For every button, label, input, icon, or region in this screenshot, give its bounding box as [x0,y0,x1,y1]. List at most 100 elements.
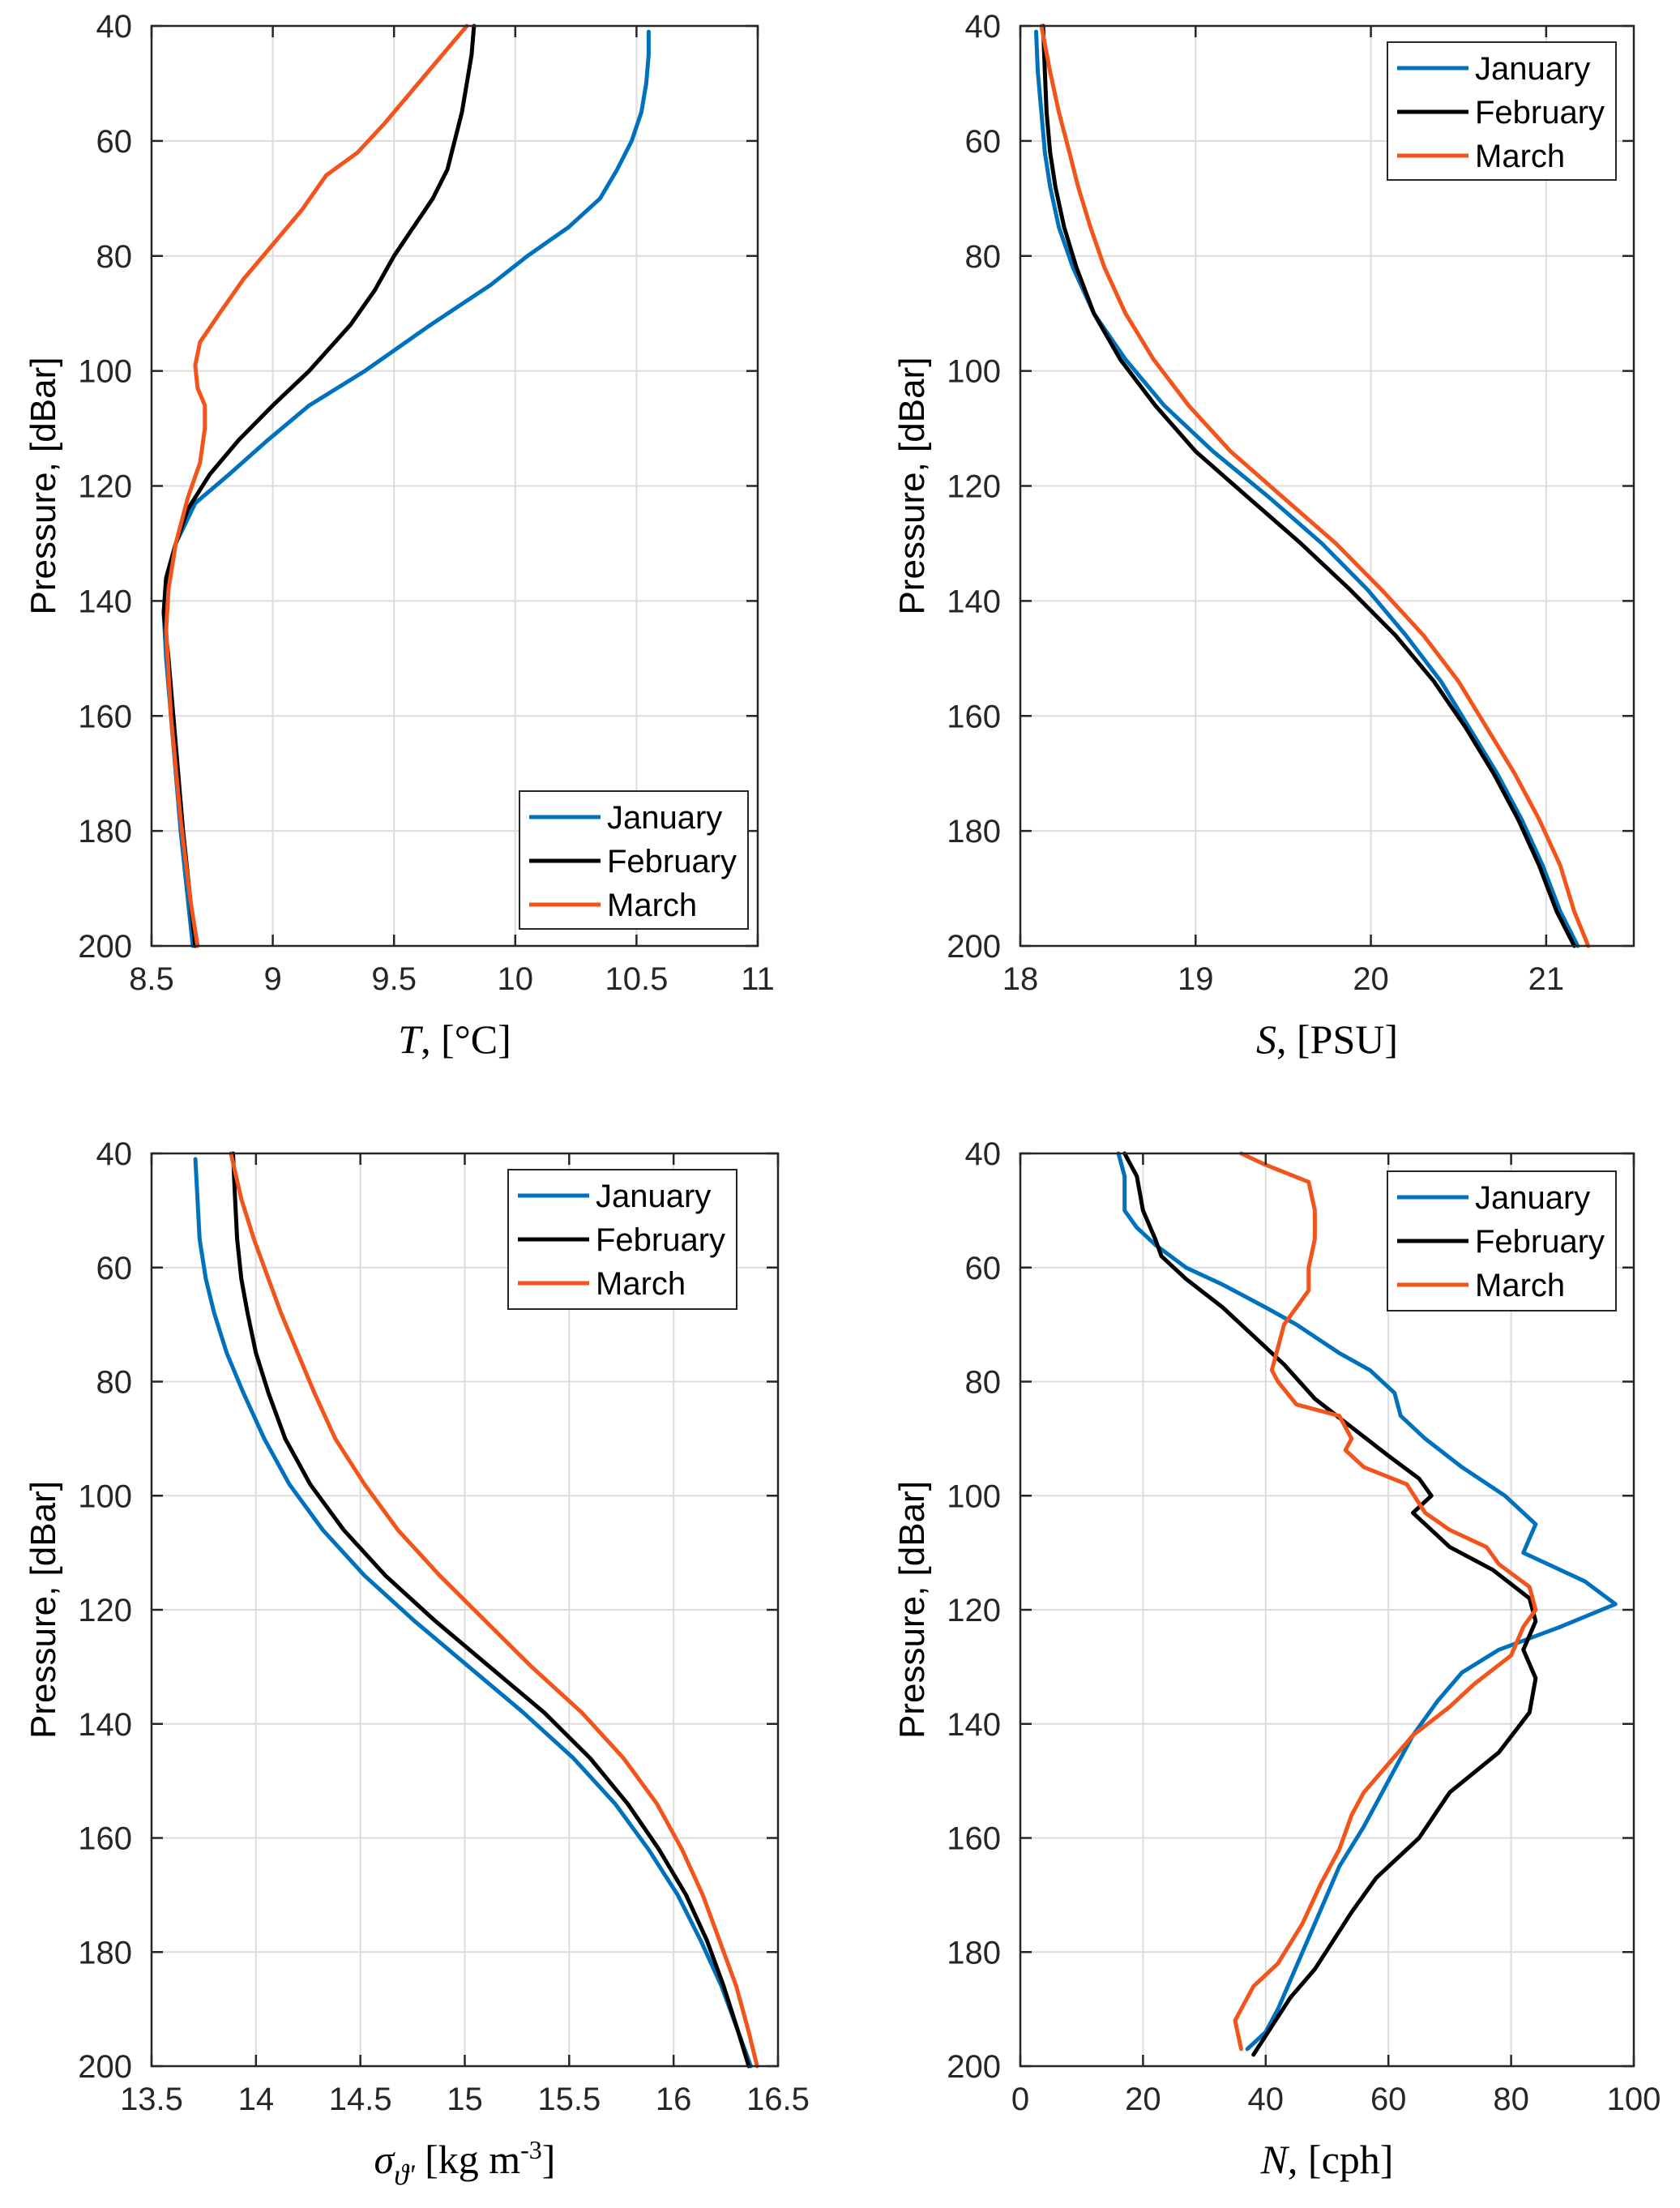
chart-salinity: 18 19 20 21 40 60 80 100 120 140 160 180 200 Pressure… [892,9,1635,1062]
y-tick-label: 40 [96,1136,133,1172]
y-tick-label: 200 [78,929,132,965]
y-tick-label: 60 [965,1251,1002,1286]
x-axis-label-subscript: ϑ' [394,2159,416,2191]
x-axis-label-unit: , [cph] [1288,2137,1394,2182]
x-axis-label-superscript: -3 [520,2135,542,2164]
x-tick-label: 13.5 [120,2082,183,2117]
x-tick-label: 16.5 [746,2082,810,2117]
legend-label-february: February [1475,1224,1605,1260]
legend-label-march: March [1475,139,1565,174]
x-tick-label: 60 [1370,2082,1407,2117]
x-tick-label: 19 [1178,961,1214,997]
x-axis-label: S, [PSU] [1256,1016,1398,1062]
x-tick-label: 10 [498,961,534,997]
series-line-march [164,24,469,948]
legend-label-february: February [596,1222,725,1258]
y-axis-label: Pressure, [dBar] [892,1481,932,1739]
y-axis-label: Pressure, [dBar] [892,357,932,615]
x-tick-label: 20 [1125,2082,1161,2117]
y-tick-label: 40 [965,9,1002,45]
y-tick-label: 200 [947,929,1001,965]
series-line-march [229,1151,759,2069]
series-line-february [1122,1151,1538,2057]
y-tick-label: 100 [78,354,132,390]
chart-buoyancy: 0 20 40 60 80 100 40 60 80 100 120 140 160 180 200 Pres… [892,1136,1661,2182]
y-tick-label: 160 [78,1821,132,1857]
x-tick-label: 10.5 [605,961,668,997]
x-axis-label-end: ] [542,2137,556,2182]
y-tick-label: 180 [78,1935,132,1971]
x-axis-label-unit: , [PSU] [1276,1016,1398,1062]
x-tick-label: 15.5 [537,2082,601,2117]
y-tick-label: 180 [78,814,132,849]
legend: January February March [1387,41,1617,181]
legend-label-february: February [1475,95,1605,131]
series-line-february [231,1151,751,2069]
x-axis-label-symbol: T [398,1016,423,1062]
series-line-march [1233,1151,1538,2052]
y-tick-label: 40 [96,9,133,45]
legend: January February March [1387,1170,1617,1312]
y-tick-label: 100 [947,354,1001,390]
y-tick-label: 120 [78,1593,132,1628]
x-tick-label: 15 [447,2082,483,2117]
x-axis-label-symbol: σ [374,2137,396,2182]
series-line-january [1034,29,1580,948]
chart-density: 13.5 14 14.5 15 15.5 16 16.5 40 60 80 100 120 140 160… [24,1136,810,2191]
y-tick-label: 180 [947,1935,1001,1971]
legend-label-january: January [1475,1180,1590,1216]
x-tick-label: 20 [1353,961,1389,997]
x-tick-label: 16 [656,2082,692,2117]
y-tick-label: 120 [78,469,132,505]
legend-label-january: January [596,1179,711,1214]
x-tick-label: 0 [1011,2082,1029,2117]
x-tick-label: 14 [238,2082,275,2117]
x-tick-label: 8.5 [129,961,174,997]
x-tick-label: 9 [263,961,281,997]
y-tick-label: 200 [78,2049,132,2085]
chart-temperature: 8.5 9 9.5 10 10.5 11 40 60 80 100 120 140 160 180 200 P… [24,9,775,1062]
x-tick-label: 80 [1493,2082,1529,2117]
series-line-january [193,1157,753,2069]
x-tick-label: 9.5 [371,961,417,997]
y-tick-label: 100 [78,1478,132,1514]
legend: January February March [507,1169,737,1310]
legend: January February March [519,790,749,930]
y-axis-label: Pressure, [dBar] [24,357,63,615]
x-tick-label: 18 [1002,961,1039,997]
y-tick-label: 140 [78,1707,132,1743]
y-axis-label: Pressure, [dBar] [24,1481,63,1739]
x-tick-label: 14.5 [329,2082,392,2117]
legend-label-january: January [1475,51,1590,87]
series-line-february [1041,24,1576,948]
legend-label-january: January [607,800,722,836]
y-tick-label: 120 [947,469,1001,505]
legend-label-february: February [607,844,737,879]
x-tick-label: 40 [1248,2082,1285,2117]
x-axis-label-unit: [kg m [415,2137,521,2182]
y-tick-label: 160 [947,1821,1001,1857]
y-tick-label: 100 [947,1478,1001,1514]
legend-label-march: March [607,888,697,923]
y-tick-label: 60 [965,124,1002,160]
y-tick-label: 140 [947,1707,1001,1743]
y-tick-label: 180 [947,814,1001,849]
y-tick-label: 60 [96,1251,133,1286]
y-tick-label: 80 [96,239,133,275]
x-axis-label: T, [°C] [398,1016,511,1062]
y-tick-label: 140 [78,584,132,619]
y-tick-label: 160 [78,699,132,734]
y-tick-label: 120 [947,1593,1001,1628]
legend-label-march: March [1475,1268,1565,1303]
y-tick-label: 80 [965,239,1002,275]
x-tick-label: 21 [1528,961,1565,997]
y-tick-label: 40 [965,1136,1002,1172]
y-tick-label: 80 [96,1365,133,1401]
y-tick-label: 140 [947,584,1001,619]
y-tick-label: 200 [947,2049,1001,2085]
x-axis-label: σϑ' [kg m-3] [374,2135,556,2191]
y-tick-label: 80 [965,1365,1002,1401]
legend-label-march: March [596,1266,686,1302]
x-axis-label-symbol: S [1256,1016,1276,1062]
